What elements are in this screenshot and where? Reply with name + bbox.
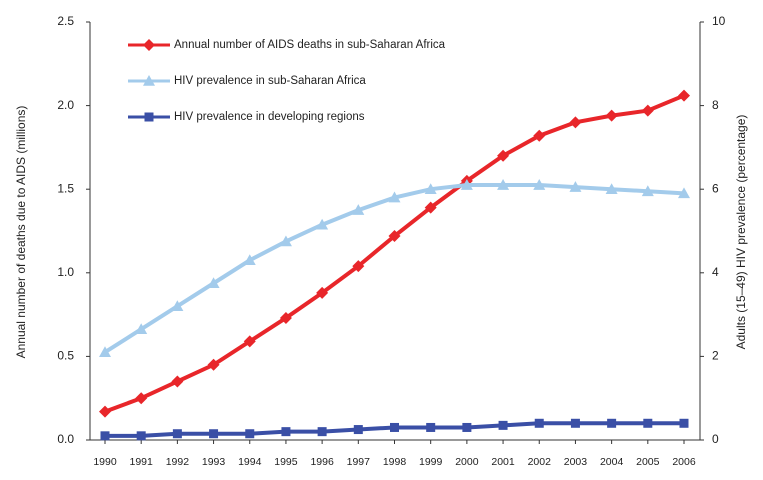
marker <box>243 335 256 348</box>
marker <box>316 286 329 299</box>
marker <box>352 260 365 273</box>
marker <box>390 422 399 432</box>
marker <box>678 187 690 199</box>
marker <box>497 149 510 162</box>
x-tick-label: 1998 <box>383 456 407 468</box>
marker <box>678 89 690 102</box>
marker <box>243 254 256 266</box>
series-line <box>104 93 685 414</box>
y-tick-label: 1.0 <box>57 265 74 279</box>
marker <box>643 418 653 428</box>
x-tick-label: 1999 <box>419 456 443 468</box>
x-tick-label: 1991 <box>130 456 154 468</box>
marker <box>533 129 546 142</box>
x-tick-label: 2005 <box>636 456 660 468</box>
marker <box>498 420 508 430</box>
x-tick-label: 1997 <box>347 456 371 468</box>
x-tick-label: 2001 <box>491 456 515 468</box>
marker <box>279 311 292 324</box>
series-line <box>103 183 685 354</box>
marker <box>607 418 617 428</box>
marker <box>605 183 618 194</box>
marker <box>497 179 510 190</box>
y-tick-label: 0.5 <box>57 349 74 363</box>
marker <box>100 431 110 441</box>
marker <box>317 427 327 437</box>
legend-label: HIV prevalence in sub-Saharan Africa <box>174 75 366 87</box>
marker <box>207 277 220 289</box>
legend-label: HIV prevalence in developing regions <box>174 111 365 123</box>
marker <box>135 392 148 405</box>
marker <box>424 201 437 214</box>
marker <box>533 179 546 190</box>
marker <box>641 104 654 117</box>
y2-tick-label: 0 <box>712 432 719 446</box>
marker <box>316 218 329 230</box>
marker <box>534 418 544 428</box>
marker <box>570 418 580 428</box>
marker <box>279 235 292 247</box>
y2-tick-label: 8 <box>712 98 719 112</box>
marker <box>171 300 184 312</box>
marker <box>569 116 582 129</box>
y2-axis-label: Adults (15–49) HIV prevalence (percentag… <box>734 115 748 350</box>
y-tick-label: 1.5 <box>57 181 74 195</box>
marker <box>641 185 654 197</box>
x-tick-label: 2000 <box>455 456 479 468</box>
legend-label: Annual number of AIDS deaths in sub-Saha… <box>174 39 446 51</box>
marker <box>281 427 291 437</box>
marker <box>569 181 582 192</box>
y2-tick-label: 2 <box>712 349 719 363</box>
legend-marker <box>143 39 155 51</box>
y-axis-label: Annual number of deaths due to AIDS (mil… <box>14 106 28 359</box>
y2-tick-label: 6 <box>712 181 719 195</box>
marker <box>135 323 148 335</box>
x-tick-label: 2006 <box>672 456 696 468</box>
marker <box>171 375 184 388</box>
x-tick-label: 1996 <box>310 456 334 468</box>
x-tick-label: 1992 <box>166 456 190 468</box>
marker <box>426 422 436 432</box>
y-tick-label: 0.0 <box>57 432 74 446</box>
marker <box>209 429 219 439</box>
x-tick-label: 1995 <box>274 456 298 468</box>
marker <box>136 431 146 441</box>
marker <box>424 183 437 194</box>
x-tick-label: 1990 <box>93 456 117 468</box>
y-tick-label: 2.5 <box>57 14 74 28</box>
marker <box>388 230 401 243</box>
legend-marker <box>143 75 155 86</box>
marker <box>462 422 472 432</box>
marker <box>352 204 365 215</box>
x-tick-label: 1993 <box>202 456 226 468</box>
marker <box>99 405 111 418</box>
legend-marker <box>144 112 154 122</box>
x-tick-label: 2004 <box>600 456 624 468</box>
x-tick-label: 2003 <box>564 456 588 468</box>
y-tick-label: 2.0 <box>57 98 74 112</box>
marker <box>388 191 401 203</box>
marker <box>99 346 111 358</box>
marker <box>460 179 473 190</box>
marker <box>679 418 689 428</box>
marker <box>207 358 220 371</box>
marker <box>172 429 182 439</box>
x-tick-label: 2002 <box>528 456 552 468</box>
x-tick-label: 1994 <box>238 456 262 468</box>
marker <box>245 429 255 439</box>
marker <box>605 109 618 122</box>
y2-tick-label: 4 <box>712 265 719 279</box>
marker <box>353 425 363 435</box>
y2-tick-label: 10 <box>712 14 726 28</box>
